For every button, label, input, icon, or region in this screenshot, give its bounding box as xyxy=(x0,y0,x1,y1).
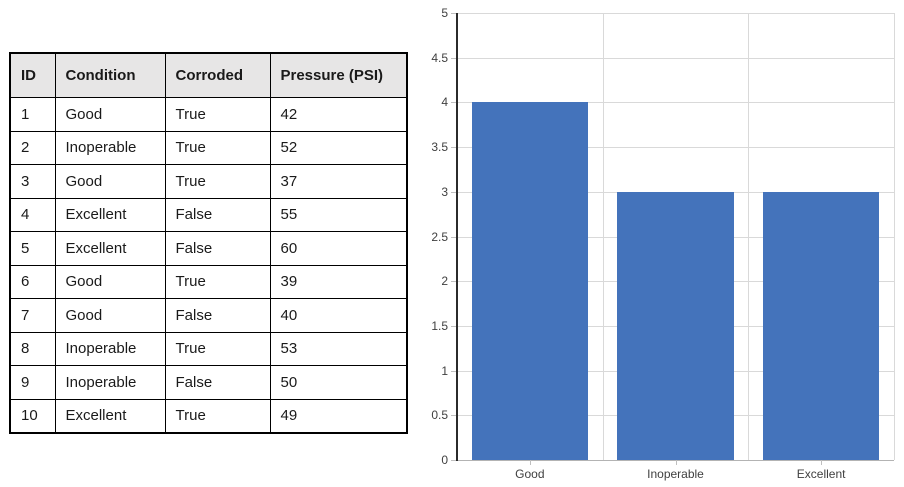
table-row: 7 Good False 40 xyxy=(9,298,408,333)
gridline-horizontal xyxy=(457,102,894,104)
table-row: 6 Good True 39 xyxy=(9,264,408,299)
y-tick-label: 5 xyxy=(441,6,448,20)
y-axis-tick xyxy=(451,370,457,372)
y-axis-tick xyxy=(451,13,457,14)
table-header-cell: ID xyxy=(9,52,56,98)
table-cell: 8 xyxy=(9,331,56,366)
y-tick-label: 3 xyxy=(441,184,448,199)
table-cell: 4 xyxy=(9,197,56,232)
table-cell: 37 xyxy=(269,164,408,199)
table-cell: 2 xyxy=(9,130,56,165)
table-cell: Excellent xyxy=(54,398,166,434)
y-axis-tick xyxy=(451,281,457,283)
gridline-horizontal xyxy=(457,147,894,149)
table-row: 8 Inoperable True 53 xyxy=(9,331,408,366)
x-axis-tick xyxy=(821,460,823,465)
table-cell: Excellent xyxy=(54,197,166,232)
y-axis-tick xyxy=(451,325,457,327)
y-axis-tick xyxy=(451,102,457,104)
table-cell: True xyxy=(164,264,271,299)
y-tick-label: 4 xyxy=(441,95,448,110)
table-cell: 39 xyxy=(269,264,408,299)
table-cell: 3 xyxy=(9,164,56,199)
y-axis-line xyxy=(456,13,458,461)
gridline-horizontal xyxy=(457,13,894,14)
x-axis-tick xyxy=(675,460,677,465)
bar-good xyxy=(471,102,589,460)
gridline-horizontal xyxy=(457,57,894,59)
table-header-cell: Pressure (PSI) xyxy=(269,52,408,98)
table-cell: False xyxy=(164,365,271,400)
table-row: 1 Good True 42 xyxy=(9,97,408,132)
gridline-vertical xyxy=(894,13,895,460)
table-cell: 50 xyxy=(269,365,408,400)
x-category-label: Good xyxy=(515,467,545,481)
y-axis-tick xyxy=(451,147,457,149)
x-axis-tick xyxy=(529,460,531,465)
y-axis-tick xyxy=(451,236,457,238)
table-cell: 5 xyxy=(9,231,56,266)
table-cell: 60 xyxy=(269,231,408,266)
table-cell: False xyxy=(164,298,271,333)
y-axis-tick xyxy=(451,57,457,59)
gridline-vertical xyxy=(602,13,604,460)
table-cell: 6 xyxy=(9,264,56,299)
y-tick-label: 0.5 xyxy=(431,408,448,423)
y-axis-tick xyxy=(451,460,457,461)
table-row: 9 Inoperable False 50 xyxy=(9,365,408,400)
table-cell: Good xyxy=(54,97,166,132)
table-cell: Inoperable xyxy=(54,365,166,400)
y-tick-label: 2 xyxy=(441,274,448,289)
table-cell: True xyxy=(164,398,271,434)
pipe-data-table: ID Condition Corroded Pressure (PSI) 1 Good T… xyxy=(9,52,408,434)
table-cell: False xyxy=(164,231,271,266)
table-cell: True xyxy=(164,130,271,165)
table-cell: True xyxy=(164,164,271,199)
table-cell: Good xyxy=(54,164,166,199)
table-row: 3 Good True 37 xyxy=(9,164,408,199)
table-row: 10 Excellent True 49 xyxy=(9,398,408,434)
table-cell: True xyxy=(164,97,271,132)
y-axis-tick xyxy=(451,415,457,417)
table-cell: 42 xyxy=(269,97,408,132)
y-tick-label: 1.5 xyxy=(431,318,448,333)
y-tick-label: 3.5 xyxy=(431,140,448,155)
table-cell: 40 xyxy=(269,298,408,333)
table-cell: 53 xyxy=(269,331,408,366)
y-axis-tick xyxy=(451,191,457,193)
bar-inoperable xyxy=(617,191,734,460)
table-cell: Inoperable xyxy=(54,331,166,366)
table-cell: Good xyxy=(54,264,166,299)
y-tick-label: 2.5 xyxy=(431,229,448,244)
x-category-label: Inoperable xyxy=(647,467,704,481)
table-row: 5 Excellent False 60 xyxy=(9,231,408,266)
y-tick-label: 0 xyxy=(441,453,448,467)
table-cell: 49 xyxy=(269,398,408,434)
table-cell: True xyxy=(164,331,271,366)
table-header-row: ID Condition Corroded Pressure (PSI) xyxy=(9,52,408,98)
table-cell: Good xyxy=(54,298,166,333)
gridline-vertical xyxy=(748,13,750,460)
table-cell: 7 xyxy=(9,298,56,333)
y-tick-label: 1 xyxy=(441,363,448,378)
y-tick-label: 4.5 xyxy=(431,50,448,65)
bar-excellent xyxy=(762,191,880,460)
table-body: 1 Good True 42 2 Inoperable True 52 3 Good True 37 4… xyxy=(9,97,408,434)
x-category-label: Excellent xyxy=(796,467,846,481)
table-cell: 52 xyxy=(269,130,408,165)
